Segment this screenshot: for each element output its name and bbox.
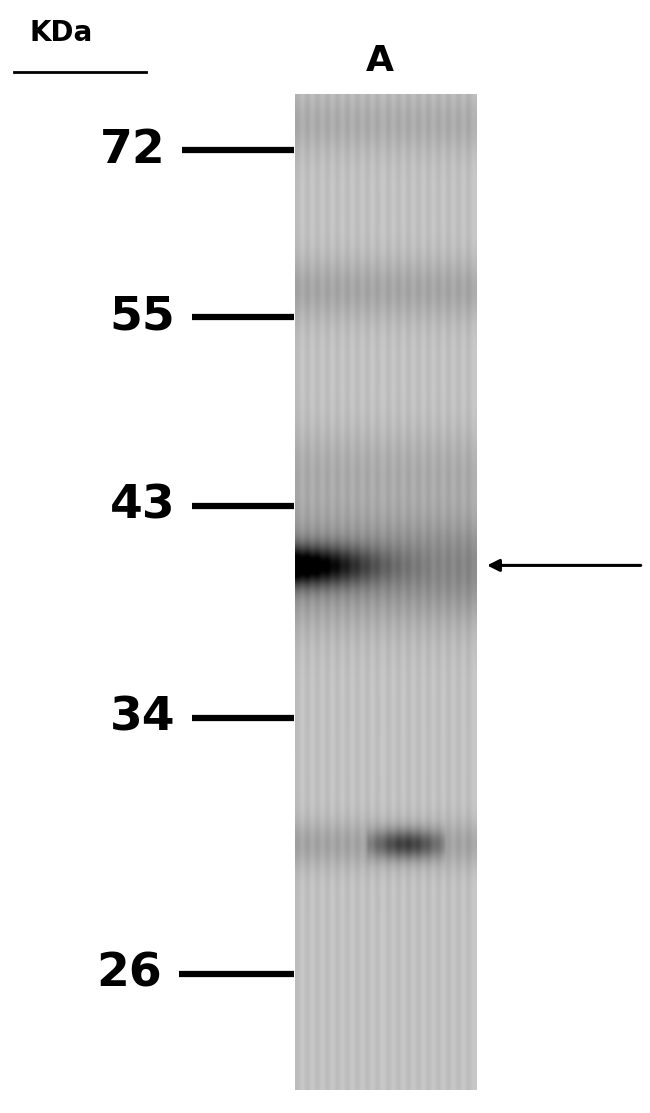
Text: A: A (366, 45, 395, 78)
Text: 26: 26 (97, 952, 162, 996)
Text: 72: 72 (100, 128, 166, 173)
Text: 55: 55 (110, 295, 176, 339)
Text: 43: 43 (110, 484, 176, 529)
Text: 34: 34 (110, 696, 176, 740)
Text: KDa: KDa (29, 19, 92, 47)
